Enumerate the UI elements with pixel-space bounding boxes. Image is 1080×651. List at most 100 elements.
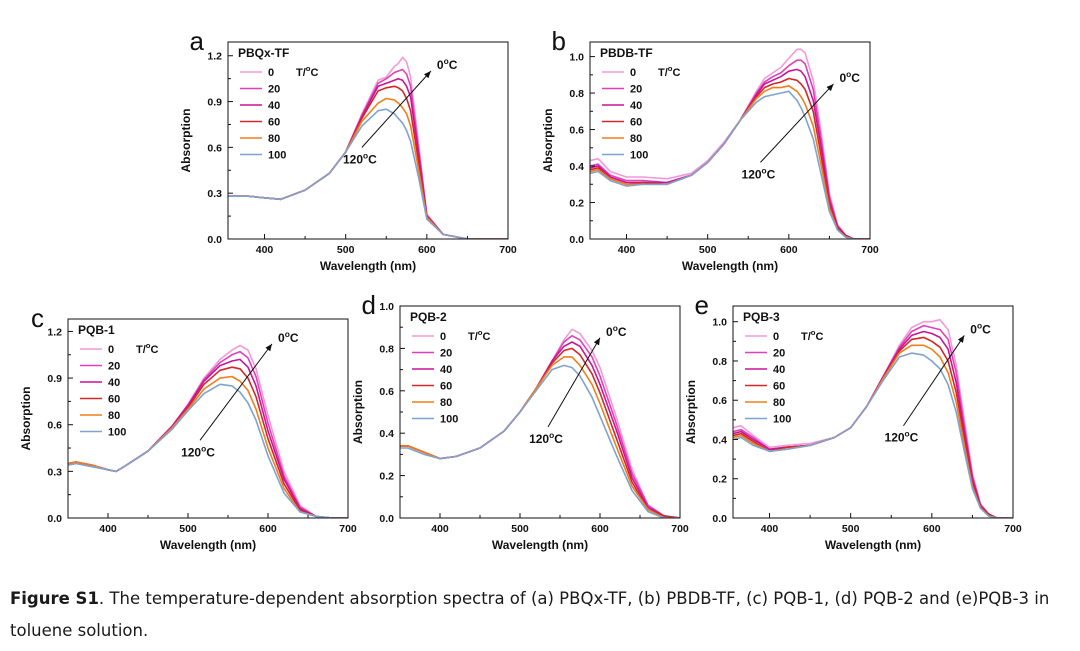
y-axis-label: Absorption xyxy=(351,380,365,444)
trend-arrowhead xyxy=(957,335,965,343)
x-tick-label: 700 xyxy=(499,244,517,256)
y-tick-label: 1.0 xyxy=(569,52,584,64)
annotation-low: 120oC xyxy=(742,165,776,181)
plot-frame xyxy=(589,41,871,240)
legend-label-80: 80 xyxy=(773,397,785,409)
figure-caption: Figure S1. The temperature-dependent abs… xyxy=(10,583,1075,647)
series-line-100 xyxy=(400,364,680,518)
series-group xyxy=(68,344,348,518)
x-axis-label: Wavelength (nm) xyxy=(492,538,588,552)
trend-arrow xyxy=(760,83,834,163)
legend-label-100: 100 xyxy=(440,414,458,426)
series-line-100 xyxy=(590,90,870,239)
x-axis-label: Wavelength (nm) xyxy=(160,538,256,552)
legend-label-60: 60 xyxy=(773,381,785,393)
y-tick-label: 0.6 xyxy=(712,395,727,407)
y-tick-label: 0.2 xyxy=(379,471,394,483)
x-tick-label: 600 xyxy=(259,523,277,535)
series-line-60 xyxy=(68,366,348,518)
y-tick-label: 0.2 xyxy=(569,198,584,210)
x-tick-label: 400 xyxy=(431,523,449,535)
x-tick-label: 400 xyxy=(618,244,636,256)
legend-header: T/oC xyxy=(658,64,680,79)
trend-arrow xyxy=(903,335,965,427)
annotation-high: 0oC xyxy=(278,329,299,345)
plot-frame xyxy=(227,41,509,240)
y-axis-label: Absorption xyxy=(684,380,698,444)
y-tick-label: 0.4 xyxy=(712,434,727,446)
series-group xyxy=(733,318,1013,518)
panel-title: PBQx-TF xyxy=(238,46,289,60)
legend-label-20: 20 xyxy=(773,348,785,360)
legend-label-0: 0 xyxy=(773,331,779,343)
legend-label-100: 100 xyxy=(630,150,648,162)
trend-arrowhead xyxy=(265,343,272,352)
legend-label-60: 60 xyxy=(630,117,642,129)
plot-frame xyxy=(732,305,1014,519)
annotation-low: 120oC xyxy=(529,430,563,446)
legend-label-80: 80 xyxy=(630,133,642,145)
trend-arrowhead xyxy=(826,84,834,92)
legend-header: T/oC xyxy=(296,64,318,79)
y-tick-label: 0.8 xyxy=(712,356,727,368)
panel-d: 400 500 600 7000.00.20.40.60.81.0Wavelength… xyxy=(351,290,689,552)
legend-label-20: 20 xyxy=(630,84,642,96)
x-tick-label: 400 xyxy=(256,244,274,256)
x-tick-label: 700 xyxy=(671,523,689,535)
y-tick-label: 0.0 xyxy=(47,513,62,525)
legend-label-60: 60 xyxy=(108,394,120,406)
x-tick-label: 600 xyxy=(780,244,798,256)
y-tick-label: 0.0 xyxy=(569,234,584,246)
y-tick-label: 0.6 xyxy=(379,386,394,398)
y-tick-label: 0.9 xyxy=(207,97,222,109)
x-axis-label: Wavelength (nm) xyxy=(320,259,416,273)
legend-header: T/oC xyxy=(801,328,823,343)
legend-label-0: 0 xyxy=(108,344,114,356)
y-tick-label: 0.0 xyxy=(712,513,727,525)
trend-arrowhead xyxy=(424,71,431,79)
y-axis-label: Absorption xyxy=(19,387,33,451)
x-tick-label: 700 xyxy=(339,523,357,535)
y-tick-label: 0.2 xyxy=(712,474,727,486)
panel-title: PBDB-TF xyxy=(600,46,653,60)
y-axis-label: Absorption xyxy=(179,109,193,173)
annotation-high: 0oC xyxy=(606,323,627,339)
legend-label-40: 40 xyxy=(630,100,642,112)
y-tick-label: 0.6 xyxy=(569,125,584,137)
x-tick-label: 400 xyxy=(761,523,779,535)
legend-label-60: 60 xyxy=(268,117,280,129)
y-tick-label: 0.4 xyxy=(379,428,394,440)
y-axis-label: Absorption xyxy=(541,109,555,173)
y-tick-label: 0.8 xyxy=(379,343,394,355)
annotation-low: 120oC xyxy=(343,150,377,166)
x-axis-label: Wavelength (nm) xyxy=(682,259,778,273)
x-tick-label: 400 xyxy=(99,523,117,535)
y-tick-label: 0.4 xyxy=(569,161,584,173)
legend-label-0: 0 xyxy=(268,67,274,79)
y-tick-label: 0.3 xyxy=(207,188,222,200)
y-tick-label: 0.8 xyxy=(569,88,584,100)
trend-arrowhead xyxy=(593,337,600,346)
legend-label-20: 20 xyxy=(268,84,280,96)
trend-arrow xyxy=(361,70,432,148)
legend-label-40: 40 xyxy=(268,100,280,112)
legend-label-100: 100 xyxy=(108,427,126,439)
x-tick-label: 600 xyxy=(923,523,941,535)
trend-arrow xyxy=(199,343,273,441)
y-tick-label: 0.6 xyxy=(207,142,222,154)
legend-label-20: 20 xyxy=(108,361,120,373)
y-tick-label: 1.2 xyxy=(207,51,222,63)
x-tick-label: 700 xyxy=(861,244,879,256)
legend-label-40: 40 xyxy=(773,364,785,376)
panel-title: PQB-3 xyxy=(743,310,780,324)
legend-label-80: 80 xyxy=(440,397,452,409)
legend-label-100: 100 xyxy=(268,150,286,162)
caption-text: . The temperature-dependent absorption s… xyxy=(10,589,1050,640)
y-tick-label: 1.0 xyxy=(712,317,727,329)
x-tick-label: 500 xyxy=(842,523,860,535)
series-line-100 xyxy=(68,383,348,518)
panel-letter: d xyxy=(362,290,376,320)
series-line-100 xyxy=(228,108,508,239)
legend-label-40: 40 xyxy=(108,377,120,389)
